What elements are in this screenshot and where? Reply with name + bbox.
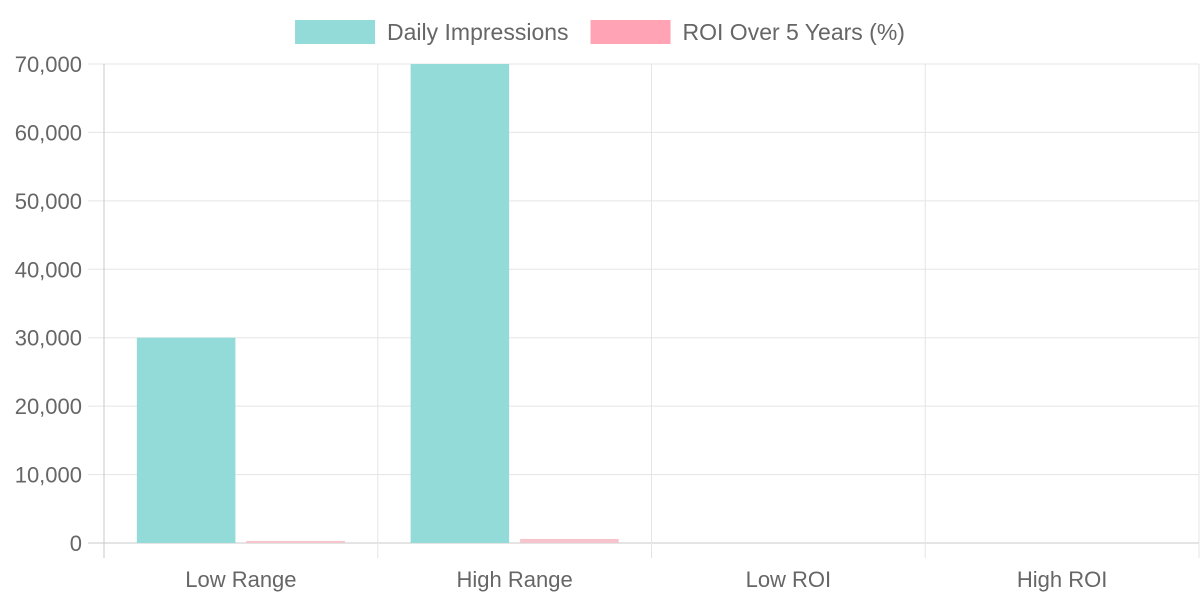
- y-tick-label: 40,000: [15, 257, 82, 282]
- legend-label-0[interactable]: Daily Impressions: [387, 19, 569, 45]
- y-tick-label: 10,000: [15, 463, 82, 488]
- x-tick-label: High ROI: [1017, 567, 1107, 592]
- x-tick-label: Low Range: [185, 567, 296, 592]
- y-tick-label: 30,000: [15, 326, 82, 351]
- grid: [88, 63, 1200, 558]
- x-axis-tick-labels: Low Range High Range Low ROI High ROI: [185, 567, 1107, 592]
- bar-roi-1[interactable]: [520, 538, 619, 543]
- legend-label-1[interactable]: ROI Over 5 Years (%): [683, 19, 905, 45]
- x-tick-label: High Range: [457, 567, 573, 592]
- legend-swatch-0[interactable]: [295, 20, 376, 44]
- bar-daily-impressions-0[interactable]: [136, 337, 236, 543]
- legend-swatch-1[interactable]: [590, 20, 671, 44]
- y-tick-label: 0: [70, 531, 82, 556]
- bars: [136, 64, 619, 543]
- y-axis-tick-labels: 0 10,000 20,000 30,000 40,000 50,000 60,000 70,…: [15, 52, 82, 556]
- bar-roi-0[interactable]: [246, 540, 345, 543]
- y-tick-label: 60,000: [15, 120, 82, 145]
- legend: Daily Impressions ROI Over 5 Years (%): [295, 19, 905, 45]
- bar-daily-impressions-1[interactable]: [410, 64, 510, 543]
- y-tick-label: 50,000: [15, 189, 82, 214]
- y-tick-label: 70,000: [15, 52, 82, 77]
- y-tick-label: 20,000: [15, 394, 82, 419]
- x-tick-label: Low ROI: [746, 567, 832, 592]
